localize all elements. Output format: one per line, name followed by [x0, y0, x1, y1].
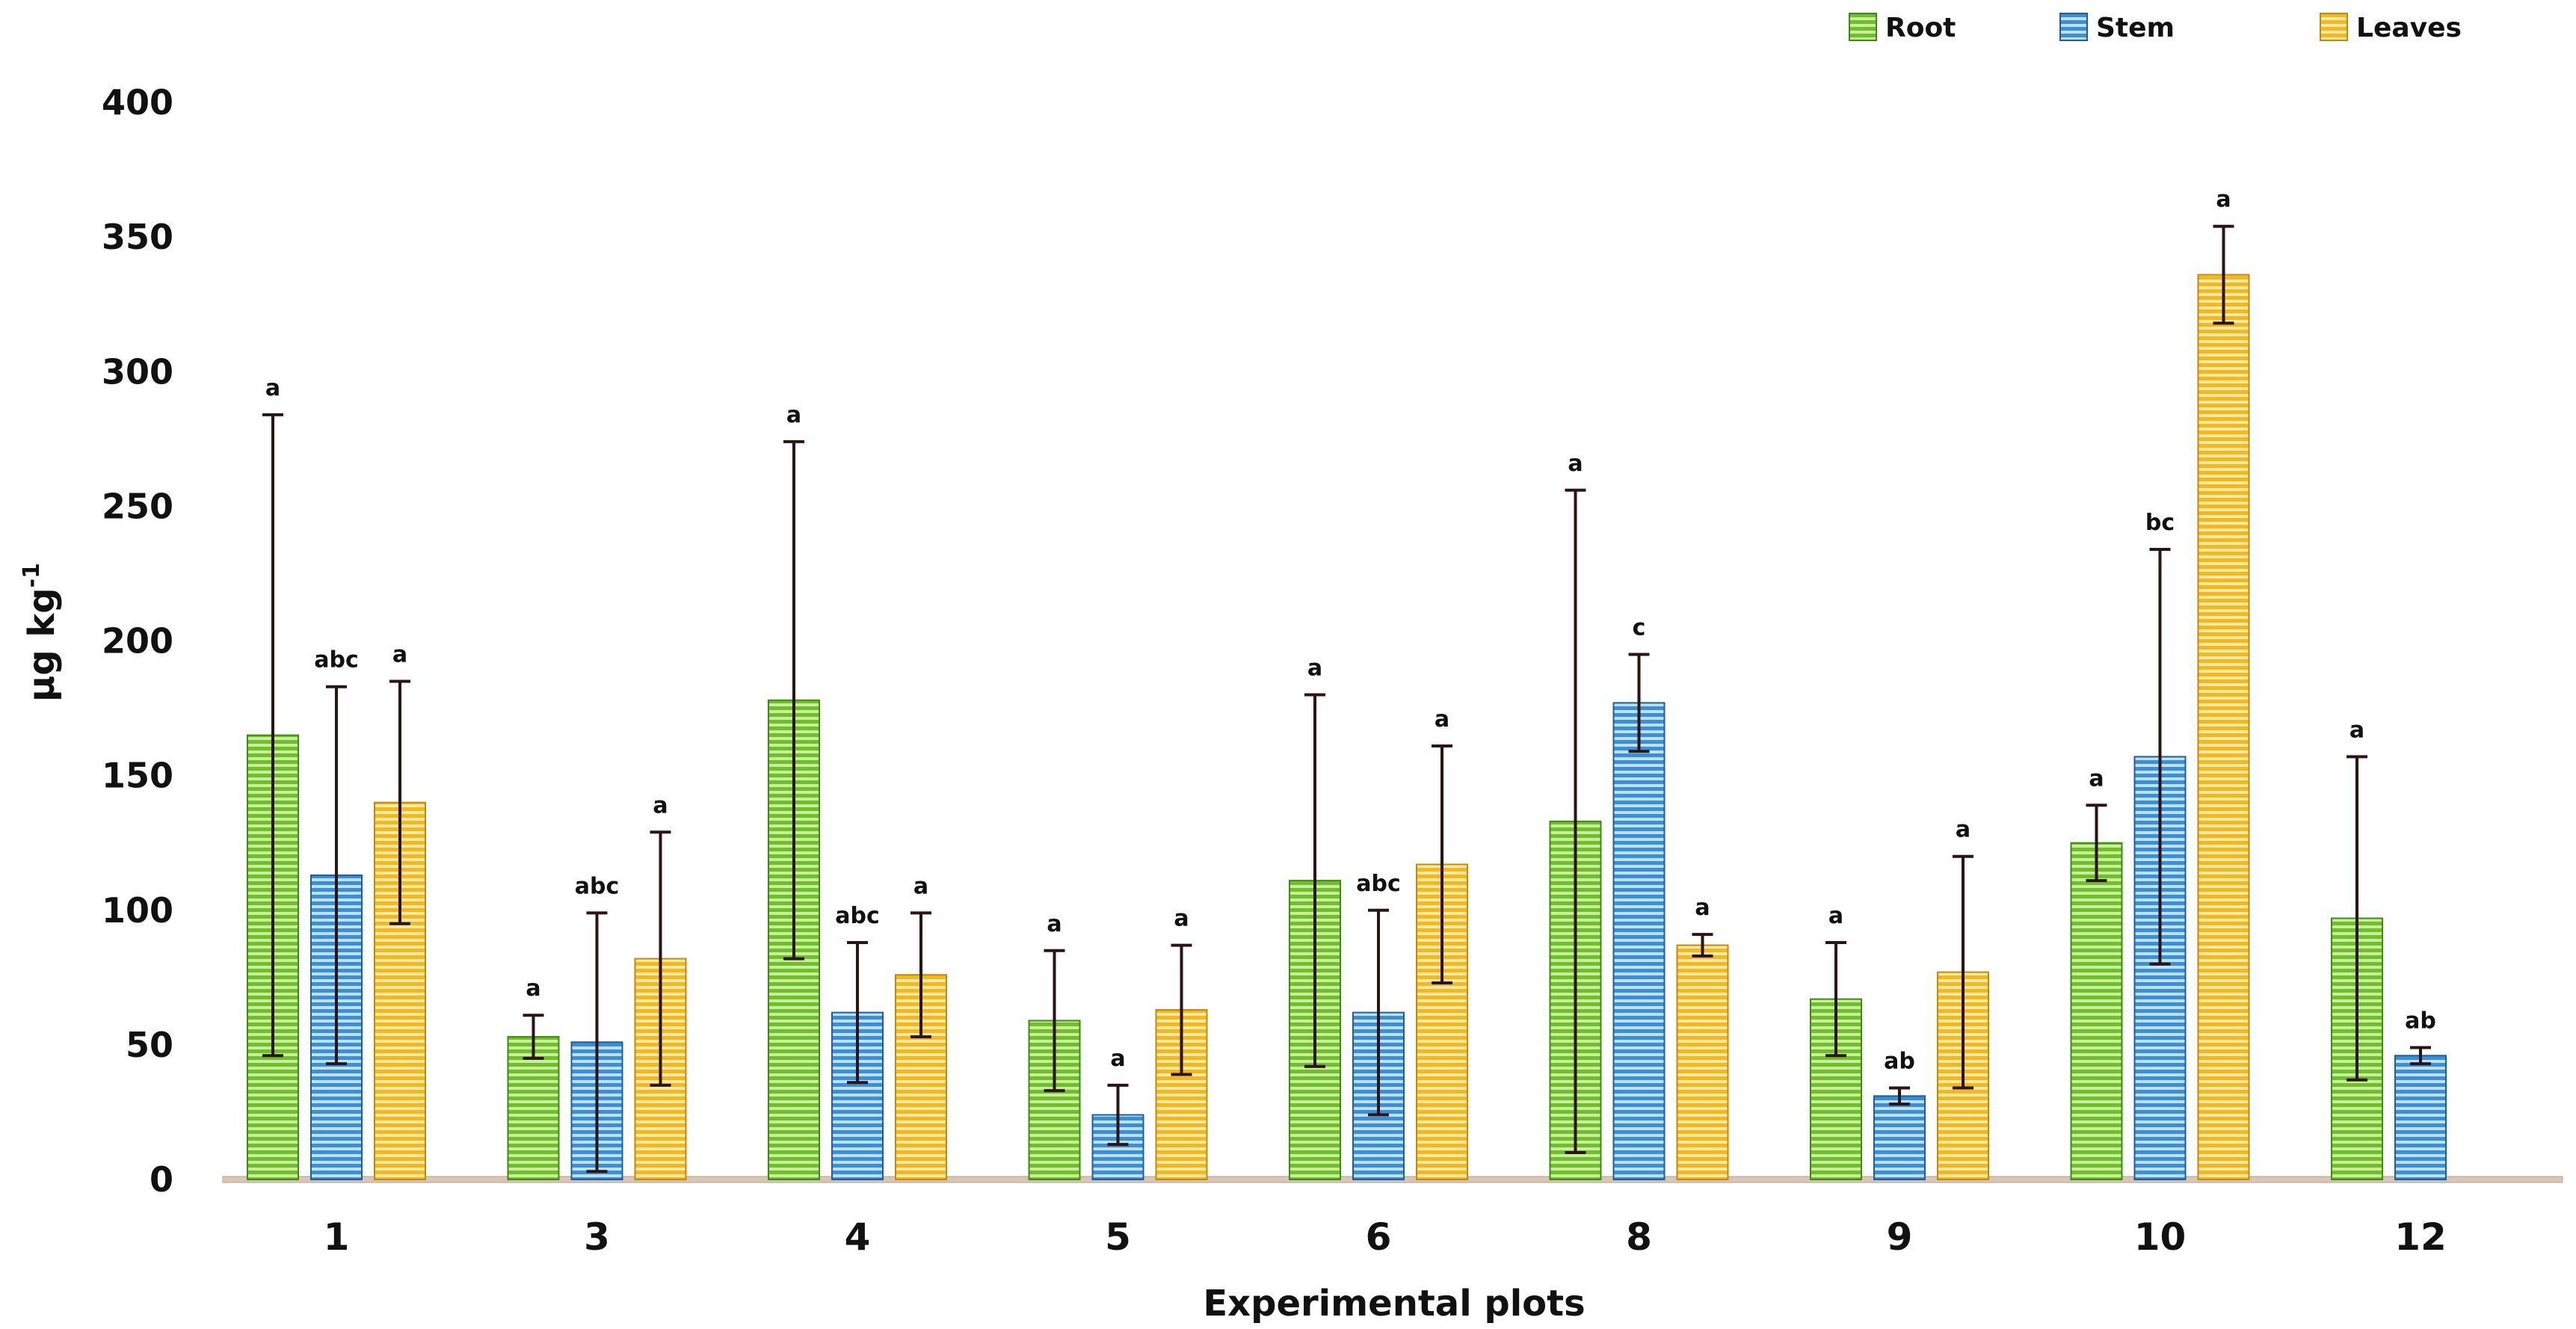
y-axis-title-main: µg kg — [21, 588, 63, 702]
x-axis-title: Experimental plots — [1203, 1283, 1585, 1325]
legend-swatch-leaves — [2320, 13, 2348, 41]
significance-letter: a — [1110, 1046, 1125, 1072]
bar-root-3 — [507, 1036, 560, 1180]
significance-letter: a — [2216, 187, 2231, 213]
legend-swatch-root — [1849, 13, 1877, 41]
x-tick-label: 10 — [2134, 1215, 2187, 1259]
x-tick-label: 5 — [1105, 1215, 1131, 1259]
y-tick-label: 400 — [102, 82, 173, 123]
significance-letter: abc — [575, 873, 620, 899]
significance-letter: ab — [2405, 1008, 2436, 1034]
y-tick-label: 0 — [150, 1159, 173, 1200]
significance-letter: abc — [1356, 871, 1401, 897]
bar-root-9 — [1810, 998, 1862, 1180]
y-tick-label: 250 — [102, 486, 173, 526]
legend-label-stem: Stem — [2096, 13, 2175, 43]
x-tick-label: 1 — [324, 1215, 350, 1259]
significance-letter: ab — [1884, 1049, 1915, 1075]
bar-root-10 — [2070, 842, 2123, 1180]
y-tick-label: 100 — [102, 890, 173, 931]
significance-letter: abc — [835, 903, 880, 929]
significance-letter: a — [913, 873, 928, 899]
significance-letter: a — [653, 792, 668, 818]
significance-letter: a — [1828, 903, 1843, 929]
legend-label-leaves: Leaves — [2356, 13, 2462, 43]
y-tick-label: 300 — [102, 351, 173, 392]
significance-letter: a — [265, 375, 280, 401]
legend: Root Stem Leaves — [1849, 13, 2462, 43]
bar-stem-9 — [1873, 1095, 1926, 1181]
significance-letter: a — [786, 402, 801, 428]
significance-letter: a — [1568, 451, 1583, 477]
x-axis-ticks: 1 3 4 5 6 8 9 10 12 — [324, 1215, 2447, 1259]
x-tick-label: 6 — [1366, 1215, 1392, 1259]
significance-letter: a — [1956, 817, 1970, 843]
x-tick-label: 9 — [1887, 1215, 1913, 1259]
y-axis-title-sup: -1 — [19, 563, 45, 588]
significance-letter: a — [1435, 706, 1449, 733]
significance-letter: c — [1633, 615, 1646, 641]
bar-leaves-10 — [2197, 274, 2250, 1180]
significance-letter: bc — [2145, 510, 2175, 536]
legend-swatch-stem — [2059, 13, 2088, 41]
y-tick-label: 200 — [102, 621, 173, 662]
legend-label-root: Root — [1885, 13, 1956, 43]
significance-letter: a — [1047, 911, 1061, 937]
significance-letter: a — [1695, 895, 1710, 921]
significance-letter: a — [526, 975, 540, 1002]
x-tick-label: 4 — [845, 1215, 871, 1259]
significance-letter: a — [1307, 656, 1322, 682]
bar-stem-8 — [1612, 702, 1666, 1180]
significance-letter: a — [392, 642, 407, 668]
y-tick-label: 50 — [126, 1025, 173, 1065]
y-tick-label: 350 — [102, 217, 173, 257]
y-tick-label: 150 — [102, 756, 173, 796]
significance-letter: a — [2349, 717, 2364, 743]
y-axis-ticks: 0 50 100 150 200 250 300 350 400 — [102, 82, 173, 1200]
bar-stem-12 — [2394, 1055, 2447, 1181]
x-tick-label: 12 — [2394, 1215, 2447, 1259]
significance-letter: a — [1174, 906, 1189, 932]
bar-leaves-8 — [1676, 944, 1729, 1181]
significance-letter: a — [2089, 765, 2104, 792]
significance-letter: abc — [314, 647, 359, 673]
y-axis-title: µg kg-1 — [19, 563, 63, 702]
x-tick-label: 8 — [1626, 1215, 1652, 1259]
x-tick-label: 3 — [584, 1215, 610, 1259]
